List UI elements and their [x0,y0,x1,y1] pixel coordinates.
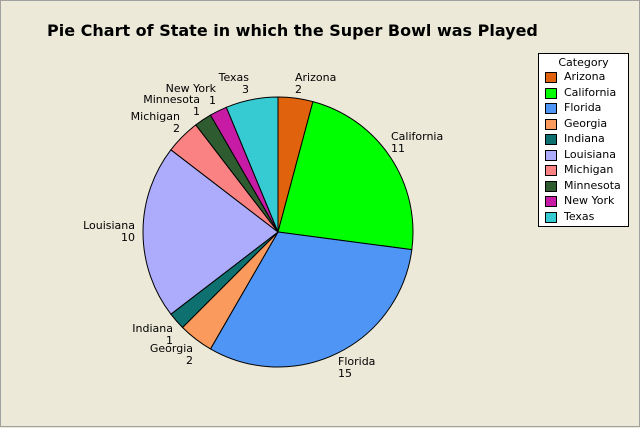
slice-value-new-york: 1 [209,94,216,107]
legend-label: Florida [564,101,602,114]
legend-swatch [545,118,557,130]
slice-label-georgia: Georgia [150,342,193,355]
pie-slice-louisiana [142,149,279,315]
legend-swatch [545,103,557,114]
slice-label-arizona: Arizona [295,71,336,84]
legend-title: Category [558,56,609,69]
legend-label: California [564,85,617,99]
legend-swatch [545,72,557,83]
legend-label: Michigan [564,163,614,176]
slice-label-texas: Texas [218,71,250,84]
slice-value-minnesota: 1 [193,105,200,118]
legend-swatch [545,149,557,161]
legend-swatch [545,165,557,176]
legend-swatch [545,180,557,192]
slice-label-indiana: Indiana [132,322,173,335]
legend-label: Texas [564,209,595,223]
pie-slice-california [277,100,414,251]
slice-label-new-york: New York [166,82,217,95]
legend-label: New York [564,194,615,207]
legend-swatch [545,87,557,99]
slice-label-florida: Florida [338,355,375,368]
slice-value-indiana: 1 [166,334,173,347]
slice-value-florida: 15 [338,367,352,380]
pie-slice-texas [225,96,279,233]
legend-swatch [545,134,557,145]
slice-value-california: 11 [391,142,405,155]
legend-label: Indiana [564,132,605,145]
legend-swatch [545,196,557,207]
slice-label-louisiana: Louisiana [83,219,135,232]
pie-slice-florida [209,231,413,368]
legend: Category Arizona California Florida Georgia… [538,53,629,227]
legend-swatch [545,211,557,223]
legend-label: Arizona [564,70,606,83]
chart-title: Pie Chart of State in which the Super Bo… [47,21,538,40]
slice-label-california: California [391,130,443,143]
legend-label: Louisiana [564,147,616,161]
legend-label: Minnesota [564,178,621,192]
slice-value-georgia: 2 [186,354,193,367]
slice-label-michigan: Michigan [131,110,180,123]
legend-label: Georgia [564,116,608,130]
slice-value-michigan: 2 [173,122,180,135]
slice-label-minnesota: Minnesota [143,93,200,106]
slice-value-arizona: 2 [295,83,302,96]
slice-value-texas: 3 [242,83,249,96]
slice-value-louisiana: 10 [121,231,135,244]
